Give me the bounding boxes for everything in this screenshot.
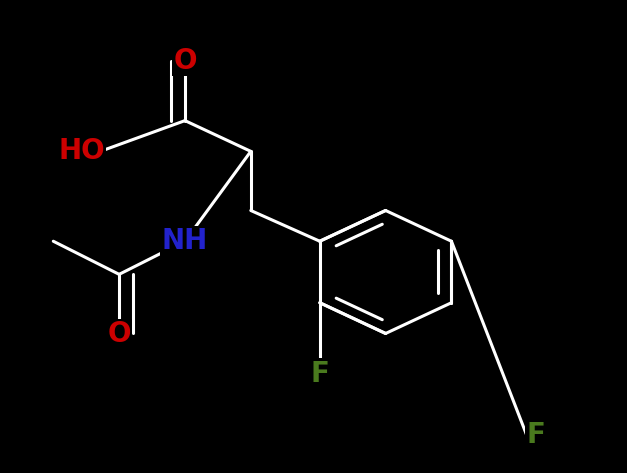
Text: HO: HO [58,137,105,166]
Text: F: F [527,421,545,449]
Text: NH: NH [162,227,208,255]
Text: O: O [107,320,131,349]
Text: O: O [173,46,197,75]
Text: F: F [310,359,329,388]
